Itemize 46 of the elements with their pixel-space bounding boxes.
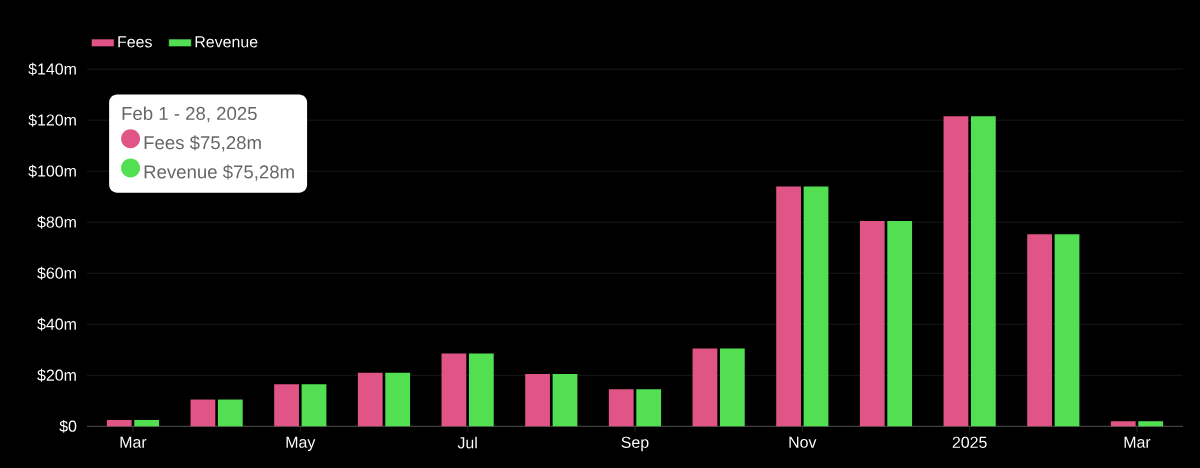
legend-label: Fees (118, 36, 152, 48)
x-tick-label: Nov (789, 436, 817, 448)
bar (1054, 234, 1080, 427)
bar (190, 399, 216, 427)
bar (1138, 421, 1164, 427)
bar (1027, 234, 1052, 427)
bar (859, 221, 885, 427)
y-tick-label: $60m (37, 266, 76, 280)
bar (803, 186, 829, 427)
bar (106, 420, 132, 427)
bar (525, 374, 550, 427)
x-tick-label: Mar (120, 436, 147, 448)
annotation: Revenue $75,28m (144, 164, 294, 181)
y-tick-label: $20m (37, 368, 76, 382)
annotation: Feb 1 - 28, 2025 (122, 106, 257, 123)
bar (134, 420, 160, 427)
x-tick-label: Jul (457, 436, 477, 449)
y-tick-label: $80m (37, 215, 76, 229)
y-tick-label: $120m (28, 113, 76, 127)
bar (274, 384, 299, 427)
bar (887, 221, 913, 427)
bar (468, 353, 494, 427)
y-tick-label: $0 (59, 419, 77, 433)
x-tick-label: Sep (621, 436, 649, 452)
bar (608, 389, 634, 427)
bar (301, 384, 327, 427)
bar (719, 348, 745, 427)
bar (217, 399, 243, 427)
x-tick-label: Mar (1124, 436, 1151, 448)
annotation: Fees $75,28m (144, 135, 261, 152)
bar (943, 116, 969, 427)
bar (441, 353, 467, 427)
bar (552, 374, 578, 427)
y-tick-label: $140m (28, 62, 76, 76)
bar (385, 372, 411, 427)
y-tick-label: $40m (37, 317, 76, 331)
legend-label: Revenue (195, 36, 258, 48)
x-tick-label: 2025 (952, 436, 987, 449)
bar (970, 116, 996, 427)
bar (692, 348, 718, 427)
x-tick-label: May (286, 436, 316, 452)
bar (636, 389, 662, 427)
y-tick-label: $100m (28, 164, 76, 178)
bar (776, 186, 801, 427)
bar (1110, 421, 1136, 427)
bar (357, 372, 383, 427)
